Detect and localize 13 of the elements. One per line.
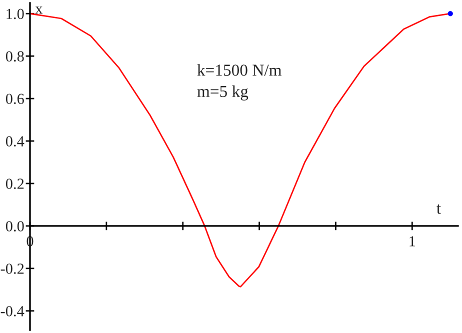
- y-axis-title: x: [35, 6, 43, 14]
- annotation: m=5 kg: [197, 85, 248, 101]
- annotation: k=1500 N/m: [197, 64, 282, 76]
- y-tick-label: 0.6: [6, 94, 24, 104]
- x-axis-title: t: [436, 204, 441, 214]
- x-tick-label: 1: [410, 236, 416, 246]
- y-tick-label: 0.2: [6, 178, 24, 190]
- y-tick-label: 0.8: [6, 51, 24, 62]
- y-tick-label: 0.4: [6, 136, 24, 147]
- y-tick-label: -0.2: [0, 264, 24, 274]
- y-tick-label: 0.0: [6, 221, 24, 232]
- y-tick-label: 1.0: [6, 8, 24, 20]
- y-tick-label: -0.4: [0, 306, 24, 316]
